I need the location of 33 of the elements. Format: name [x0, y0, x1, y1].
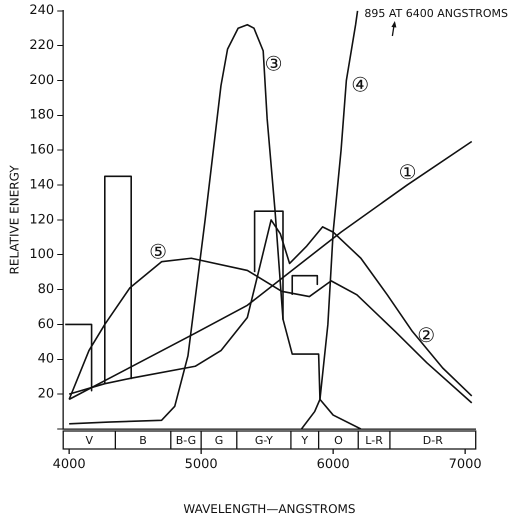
text: G: [214, 434, 224, 447]
y-tick-label: 240: [29, 3, 54, 18]
text: O: [334, 434, 344, 447]
text: V: [86, 434, 94, 447]
series-label: ③: [264, 51, 283, 76]
text: L-R: [365, 434, 384, 447]
text: B-G: [176, 434, 196, 447]
y-tick-label: 120: [29, 212, 54, 228]
text: G-Y: [254, 434, 274, 447]
series-label: ①: [398, 160, 417, 184]
series-label: ④: [351, 72, 370, 96]
x-tick-label: 6000: [316, 457, 350, 472]
y-tick-label: 160: [29, 142, 54, 158]
y-tick-label: 100: [29, 247, 54, 262]
annotation: 895 AT 6400 ANGSTROMS: [364, 6, 508, 20]
text: Y: [300, 434, 308, 447]
x-tick-label: 5000: [184, 457, 218, 472]
text: D-R: [422, 434, 444, 447]
y-tick-label: 80: [38, 282, 54, 297]
y-tick-label: 220: [29, 38, 54, 54]
series-label: ②: [417, 323, 436, 348]
x-axis-title: WAVELENGTH—ANGSTROMS: [183, 502, 356, 516]
y-tick-label: 40: [38, 352, 54, 367]
y-tick-label: 180: [29, 108, 54, 123]
series-label: ⑤: [149, 240, 168, 264]
y-tick-label: 140: [29, 177, 54, 192]
y-axis-title: RELATIVE ENERGY: [7, 164, 22, 274]
y-tick-label: 200: [29, 72, 54, 88]
text: B: [139, 434, 147, 447]
x-tick-label: 4000: [52, 457, 86, 472]
x-tick-label: 7000: [448, 457, 482, 472]
y-tick-label: 20: [38, 386, 54, 402]
y-tick-label: 60: [38, 316, 54, 332]
